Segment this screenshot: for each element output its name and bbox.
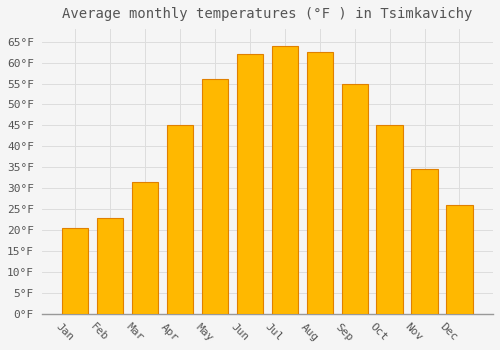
Bar xyxy=(376,125,402,314)
Bar xyxy=(167,125,193,314)
Bar xyxy=(412,169,438,314)
Bar xyxy=(237,54,263,314)
Bar xyxy=(97,218,123,314)
Bar xyxy=(132,182,158,314)
Bar xyxy=(446,205,472,314)
Bar xyxy=(342,84,367,314)
Bar xyxy=(62,228,88,314)
Title: Average monthly temperatures (°F ) in Tsimkavichy: Average monthly temperatures (°F ) in Ts… xyxy=(62,7,472,21)
Bar xyxy=(272,46,298,314)
Bar xyxy=(202,79,228,314)
Bar xyxy=(306,52,333,314)
